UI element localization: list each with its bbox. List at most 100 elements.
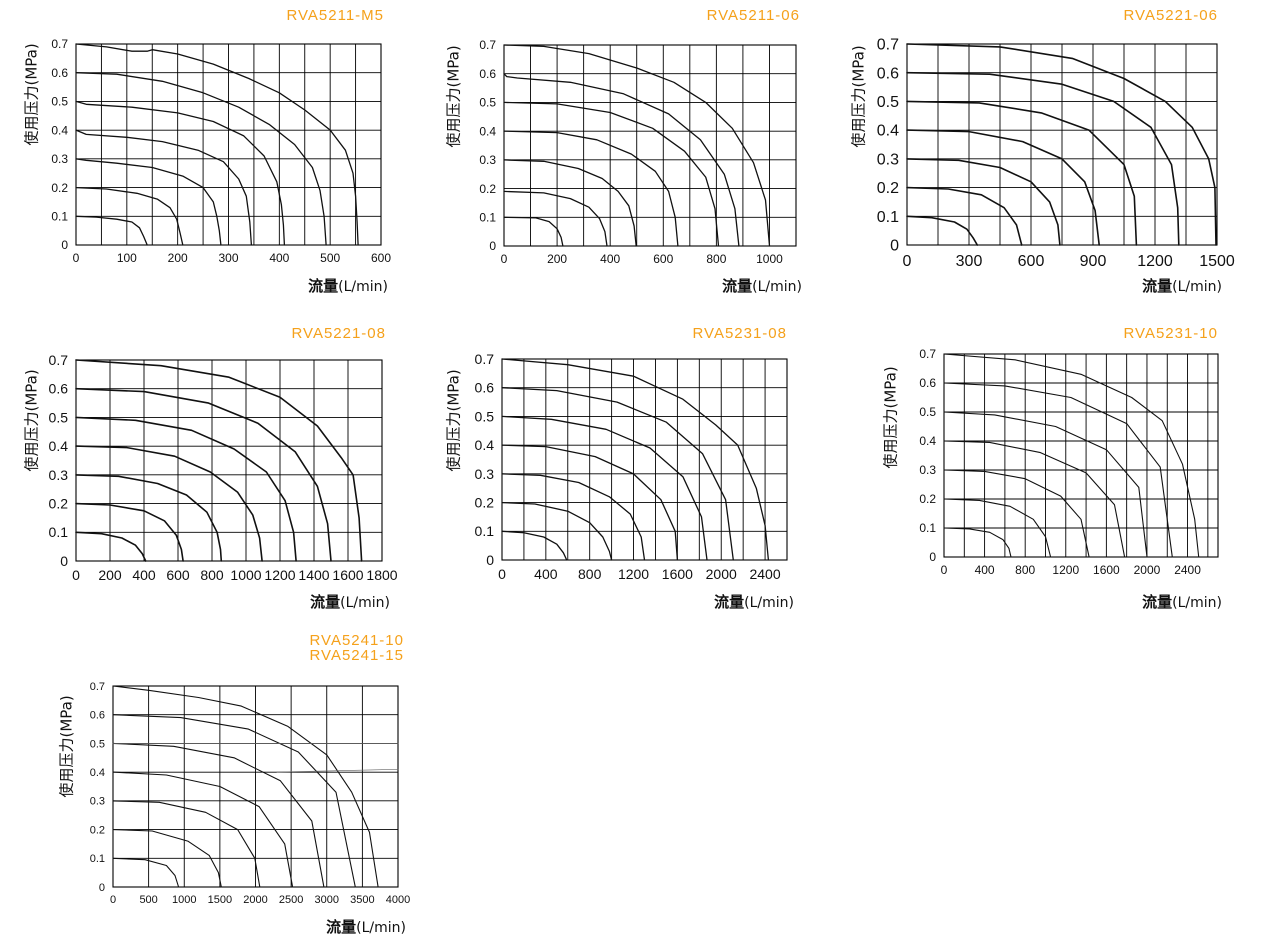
series-line	[503, 73, 740, 247]
x-tick-label: 800	[578, 566, 602, 582]
y-tick-label: 0.4	[90, 767, 105, 779]
y-tick-label: 0	[486, 552, 494, 568]
y-tick-label: 0.7	[49, 352, 69, 368]
x-axis-label-cjk: 流量	[714, 593, 745, 611]
x-axis-label-unit: (L/min)	[752, 279, 802, 295]
x-tick-label: 4000	[386, 894, 410, 906]
series-line	[501, 473, 646, 561]
series-line	[503, 216, 564, 247]
series-line	[75, 445, 263, 562]
chart-panel-rva5241: RVA5241-10 RVA5241-15 使用压力(MPa) 0 0.1 0.2 0…	[0, 628, 420, 939]
series-line	[112, 857, 180, 888]
x-tick-label: 2400	[749, 566, 780, 582]
x-tick-label: 1200	[1137, 253, 1173, 270]
x-axis-label-cjk: 流量	[1142, 593, 1173, 611]
y-tick-label: 0.3	[475, 466, 495, 482]
chart-panel-rva5211-06: RVA5211-06 使用压力(MPa) 0 0.1 0.2 0.3 0.4 0.5 0.6…	[420, 0, 840, 300]
series-line	[501, 358, 770, 561]
x-tick-label: 0	[903, 253, 912, 270]
series-line	[75, 186, 184, 246]
y-tick-label: 0.7	[51, 37, 68, 51]
y-tick-label: 0.5	[479, 96, 496, 110]
x-tick-label: 300	[956, 253, 983, 270]
plot-frame	[503, 44, 797, 247]
series-line	[906, 43, 1217, 246]
chart-title: RVA5211-M5	[286, 7, 384, 24]
y-tick-label: 0.3	[479, 153, 496, 167]
y-tick-label: 0.1	[475, 523, 495, 539]
series-line	[75, 531, 147, 562]
y-tick-label: 0.6	[49, 381, 69, 397]
y-tick-label: 0.1	[877, 209, 899, 226]
x-tick-label: 2000	[706, 566, 737, 582]
x-tick-label: 1500	[1199, 253, 1235, 270]
series-line	[75, 72, 327, 246]
x-axis-label-unit: (L/min)	[356, 920, 406, 936]
series-line	[75, 416, 297, 562]
x-tick-label: 400	[269, 251, 289, 265]
y-tick-label: 0.2	[49, 495, 69, 511]
series-line	[906, 129, 1101, 246]
x-tick-label: 1400	[298, 567, 329, 583]
series-line	[943, 440, 1126, 558]
series-line	[75, 215, 148, 246]
x-axis-label-unit: (L/min)	[338, 279, 388, 295]
y-tick-label: 0.1	[479, 210, 496, 224]
chart-subtitle: RVA5241-15	[309, 647, 404, 664]
x-tick-label: 1200	[618, 566, 649, 582]
series-line	[906, 100, 1138, 246]
series-line	[906, 215, 979, 246]
y-tick-label: 0.3	[49, 467, 69, 483]
series-line	[75, 359, 363, 562]
chart-plot: 0 0.1 0.2 0.3 0.4 0.5 0.6 0.7 0 200 400 600 800 1000	[479, 38, 797, 266]
x-axis-label: 流量(L/min)	[656, 591, 794, 612]
y-tick-label: 0	[61, 238, 68, 252]
y-tick-label: 0	[489, 239, 496, 253]
series-line	[112, 800, 261, 888]
y-tick-label: 0.4	[475, 437, 495, 453]
x-tick-label: 2000	[1134, 563, 1161, 577]
y-tick-label: 0.7	[919, 347, 936, 361]
series-line	[503, 159, 637, 247]
y-tick-label: 0.2	[479, 182, 496, 196]
chart-plot: 0 0.1 0.2 0.3 0.4 0.5 0.6 0.7 0 500 1000 1500 2000 25…	[90, 681, 411, 906]
chart-title: RVA5231-10	[1123, 325, 1218, 342]
x-axis-label-cjk: 流量	[722, 277, 753, 295]
y-tick-label: 0.6	[877, 65, 899, 82]
x-tick-label: 1600	[332, 567, 363, 583]
y-tick-label: 0.1	[90, 853, 105, 865]
y-tick-label: 0.5	[90, 738, 105, 750]
y-tick-label: 0.7	[877, 37, 899, 54]
x-axis-label-unit: (L/min)	[1172, 595, 1222, 611]
x-tick-label: 800	[1015, 563, 1035, 577]
x-tick-label: 1000	[756, 252, 783, 266]
x-tick-label: 2400	[1174, 563, 1201, 577]
x-tick-label: 600	[653, 252, 673, 266]
series-line	[501, 444, 679, 561]
y-tick-label: 0	[890, 238, 899, 255]
series-line	[943, 353, 1200, 558]
y-tick-label: 0.5	[475, 408, 495, 424]
x-tick-label: 1600	[1093, 563, 1120, 577]
y-tick-label: 0.1	[51, 209, 68, 223]
chart-title: RVA5221-06	[1123, 7, 1218, 24]
series-line	[501, 415, 708, 561]
y-tick-label: 0.1	[49, 524, 69, 540]
y-tick-label: 0.2	[51, 181, 68, 195]
series-line	[75, 100, 286, 246]
series-line	[75, 387, 332, 562]
y-tick-label: 0.4	[919, 434, 936, 448]
chart-title: RVA5231-08	[692, 325, 787, 342]
y-tick-label: 0.3	[877, 151, 899, 168]
y-tick-label: 0.1	[919, 521, 936, 535]
series-line	[906, 186, 1023, 246]
y-tick-label: 0.5	[51, 95, 68, 109]
plot-frame	[112, 685, 399, 888]
y-tick-label: 0.2	[919, 492, 936, 506]
y-tick-label: 0	[60, 553, 68, 569]
x-tick-label: 1200	[1052, 563, 1079, 577]
y-tick-label: 0.7	[475, 351, 495, 367]
series-line	[906, 71, 1180, 246]
x-tick-label: 1200	[264, 567, 295, 583]
series-line	[75, 43, 359, 246]
